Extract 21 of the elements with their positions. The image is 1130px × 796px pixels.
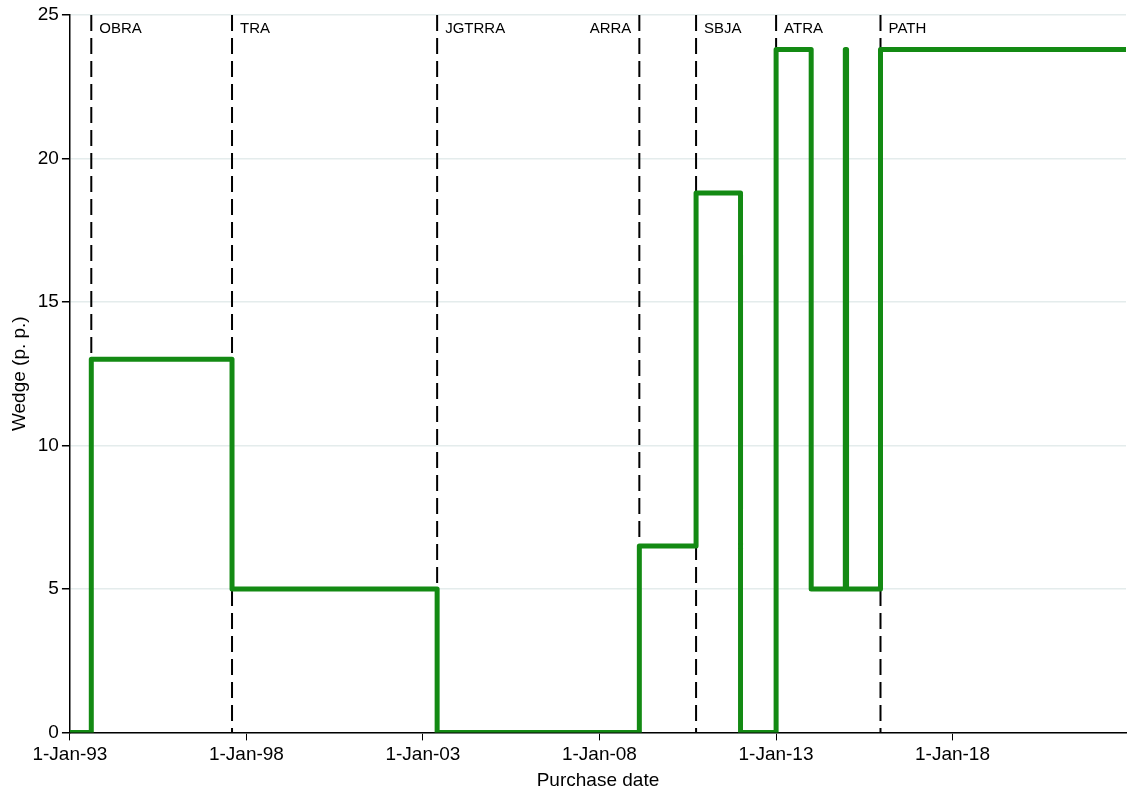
x-tick-label: 1-Jan-93 [32,743,108,765]
ref-line-label: OBRA [99,18,142,36]
y-tick-label: 20 [37,146,59,168]
x-tick-label: 1-Jan-18 [915,743,990,765]
y-tick-label: 25 [37,3,59,25]
x-axis-title: Purchase date [536,768,660,790]
ref-line-label: TRA [240,18,271,36]
x-tick-label: 1-Jan-98 [208,743,284,765]
ref-line-label: ARRA [589,18,632,36]
ref-line-label: JGTRRA [445,18,506,36]
y-tick-label: 15 [37,290,59,312]
y-tick-label: 5 [48,577,59,599]
y-tick-label: 0 [48,720,59,742]
x-tick-label: 1-Jan-08 [561,743,637,765]
ref-line-label: ATRA [784,18,824,36]
x-tick-label: 1-Jan-03 [385,743,461,765]
y-tick-label: 10 [37,433,59,455]
ref-line-label: SBJA [704,18,742,36]
x-tick-label: 1-Jan-13 [738,743,814,765]
ref-line-label: PATH [888,18,927,36]
y-axis-title: Wedge (p. p.) [7,316,29,432]
